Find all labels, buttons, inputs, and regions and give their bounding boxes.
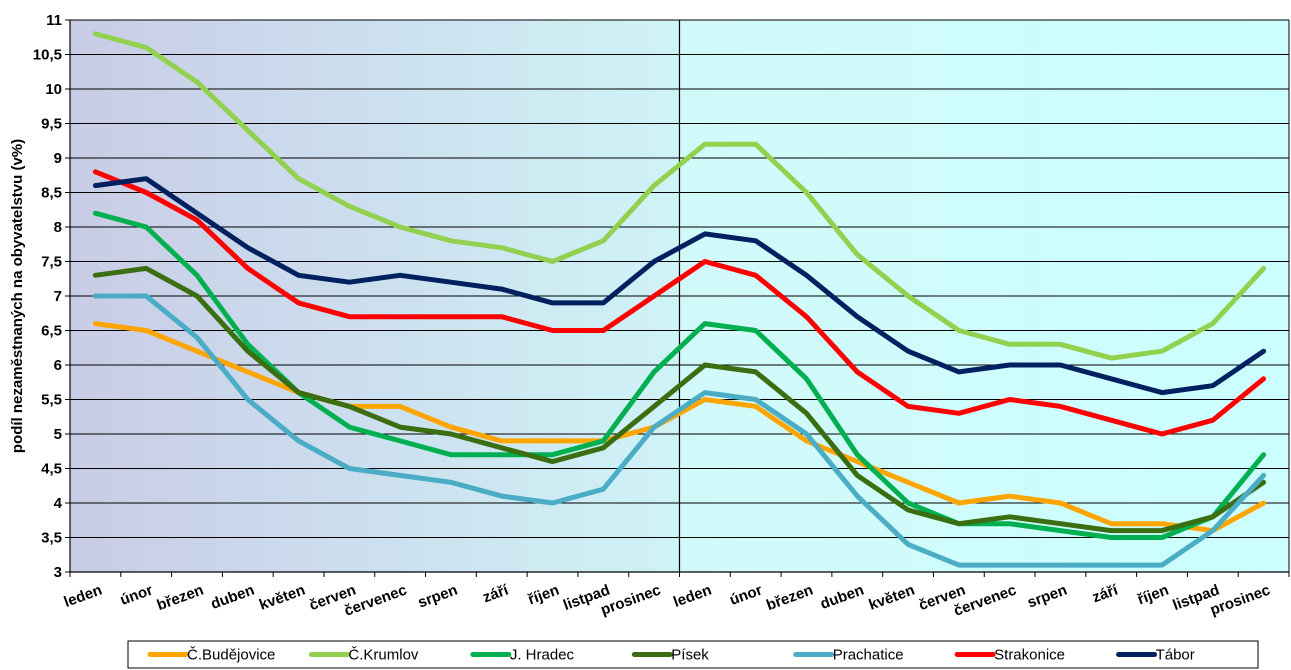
- y-tick-label: 10,5: [33, 47, 62, 64]
- y-tick-label: 7: [54, 288, 62, 305]
- legend-label: Strakonice: [994, 647, 1065, 664]
- x-tick-label: únor: [727, 582, 764, 609]
- x-tick-label: březen: [764, 582, 815, 615]
- y-tick-label: 10: [45, 81, 62, 98]
- y-tick-label: 7,5: [41, 254, 62, 271]
- legend-label: Č.Krumlov: [348, 647, 419, 664]
- x-tick-label: září: [1090, 581, 1121, 606]
- y-axis-ticks: 3 3,5 4 4,5 5 5,5 6 6,5 7 7,5 8 8,5 9 9,5 10 10,5 11: [33, 12, 63, 581]
- series-line: [92, 169, 1267, 437]
- series-line: [92, 321, 1267, 534]
- x-tick-label: leden: [671, 582, 714, 611]
- x-tick-label: září: [481, 581, 512, 606]
- x-tick-label: květen: [257, 582, 307, 614]
- legend-label: Tábor: [1156, 647, 1195, 664]
- x-tick-label: duben: [818, 582, 866, 613]
- y-tick-label: 5,5: [41, 392, 62, 409]
- x-tick-label: říjen: [1135, 582, 1171, 609]
- y-tick-label: 6: [54, 357, 62, 374]
- y-tick-label: 3,5: [41, 530, 62, 547]
- y-tick-label: 3: [54, 564, 62, 581]
- y-tick-label: 9,5: [41, 116, 62, 133]
- x-tick-label: srpen: [416, 582, 460, 612]
- x-tick-label: květen: [867, 582, 917, 614]
- legend-label: Prachatice: [833, 647, 904, 664]
- y-tick-label: 6,5: [41, 323, 62, 340]
- y-tick-label: 5: [54, 426, 62, 443]
- legend-label: Č.Budějovice: [187, 647, 275, 664]
- y-axis-label: podíl nezaměstnaných na obyvatelstvu (v%…: [9, 139, 26, 453]
- grid-lines: [65, 19, 1290, 573]
- legend-label: Písek: [671, 647, 709, 664]
- y-tick-label: 8,5: [41, 185, 62, 202]
- y-tick-label: 8: [54, 219, 62, 236]
- x-tick-label: březen: [155, 582, 206, 615]
- series-line: [92, 265, 1267, 534]
- y-tick-label: 9: [54, 150, 62, 167]
- y-tick-label: 4: [54, 495, 63, 512]
- series-line: [92, 31, 1267, 361]
- x-tick-label: leden: [62, 582, 105, 611]
- series-line: [92, 176, 1267, 396]
- legend: Č.Budějovice Č.Krumlov J. Hradec Písek Prach…: [127, 640, 1259, 669]
- y-tick-label: 4,5: [41, 461, 62, 478]
- legend-label: J. Hradec: [510, 647, 575, 664]
- x-tick-label: srpen: [1025, 582, 1069, 612]
- x-tick-label: duben: [209, 582, 257, 613]
- x-tick-label: říjen: [526, 582, 562, 609]
- x-tick-label: únor: [118, 582, 155, 609]
- y-tick-label: 11: [46, 12, 62, 29]
- x-axis-ticks: leden únor březen duben květen červenčervenec…: [62, 572, 1290, 620]
- series-lines: [92, 31, 1267, 568]
- series-line: [92, 293, 1267, 568]
